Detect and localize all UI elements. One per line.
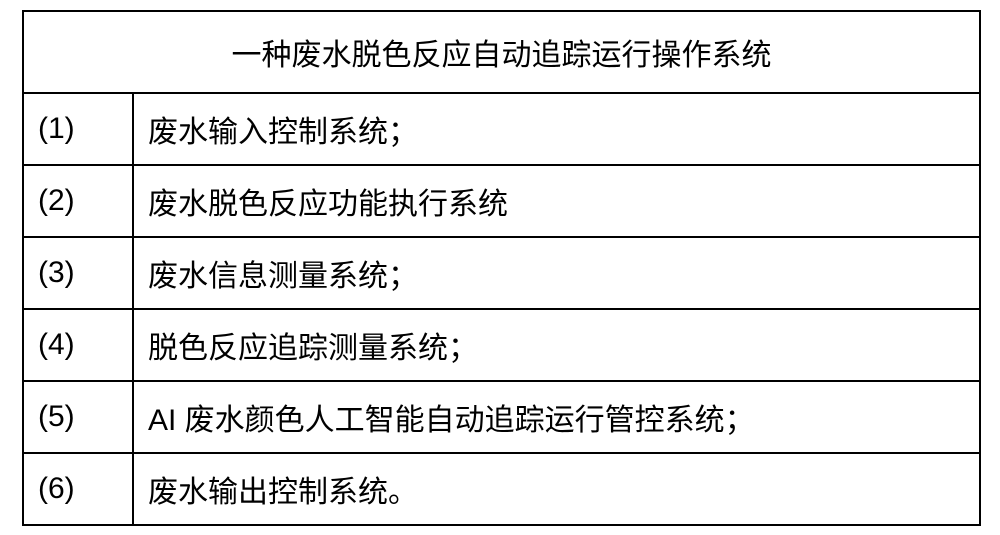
row-description: AI 废水颜色人工智能自动追踪运行管控系统； <box>133 381 980 453</box>
row-number: (1) <box>23 93 133 165</box>
table-row: (6) 废水输出控制系统。 <box>23 453 980 525</box>
table-row: (5) AI 废水颜色人工智能自动追踪运行管控系统； <box>23 381 980 453</box>
table-title: 一种废水脱色反应自动追踪运行操作系统 <box>23 11 980 93</box>
table-row: (2) 废水脱色反应功能执行系统 <box>23 165 980 237</box>
table-row: (1) 废水输入控制系统； <box>23 93 980 165</box>
row-number: (6) <box>23 453 133 525</box>
row-number: (5) <box>23 381 133 453</box>
row-description: 废水输出控制系统。 <box>133 453 980 525</box>
row-number: (4) <box>23 309 133 381</box>
table-row: (4) 脱色反应追踪测量系统； <box>23 309 980 381</box>
row-number: (3) <box>23 237 133 309</box>
row-number: (2) <box>23 165 133 237</box>
system-table: 一种废水脱色反应自动追踪运行操作系统 (1) 废水输入控制系统； (2) 废水脱… <box>22 10 981 526</box>
row-description: 废水信息测量系统； <box>133 237 980 309</box>
row-description: 废水输入控制系统； <box>133 93 980 165</box>
table-row: (3) 废水信息测量系统； <box>23 237 980 309</box>
row-description: 脱色反应追踪测量系统； <box>133 309 980 381</box>
row-description: 废水脱色反应功能执行系统 <box>133 165 980 237</box>
title-row: 一种废水脱色反应自动追踪运行操作系统 <box>23 11 980 93</box>
